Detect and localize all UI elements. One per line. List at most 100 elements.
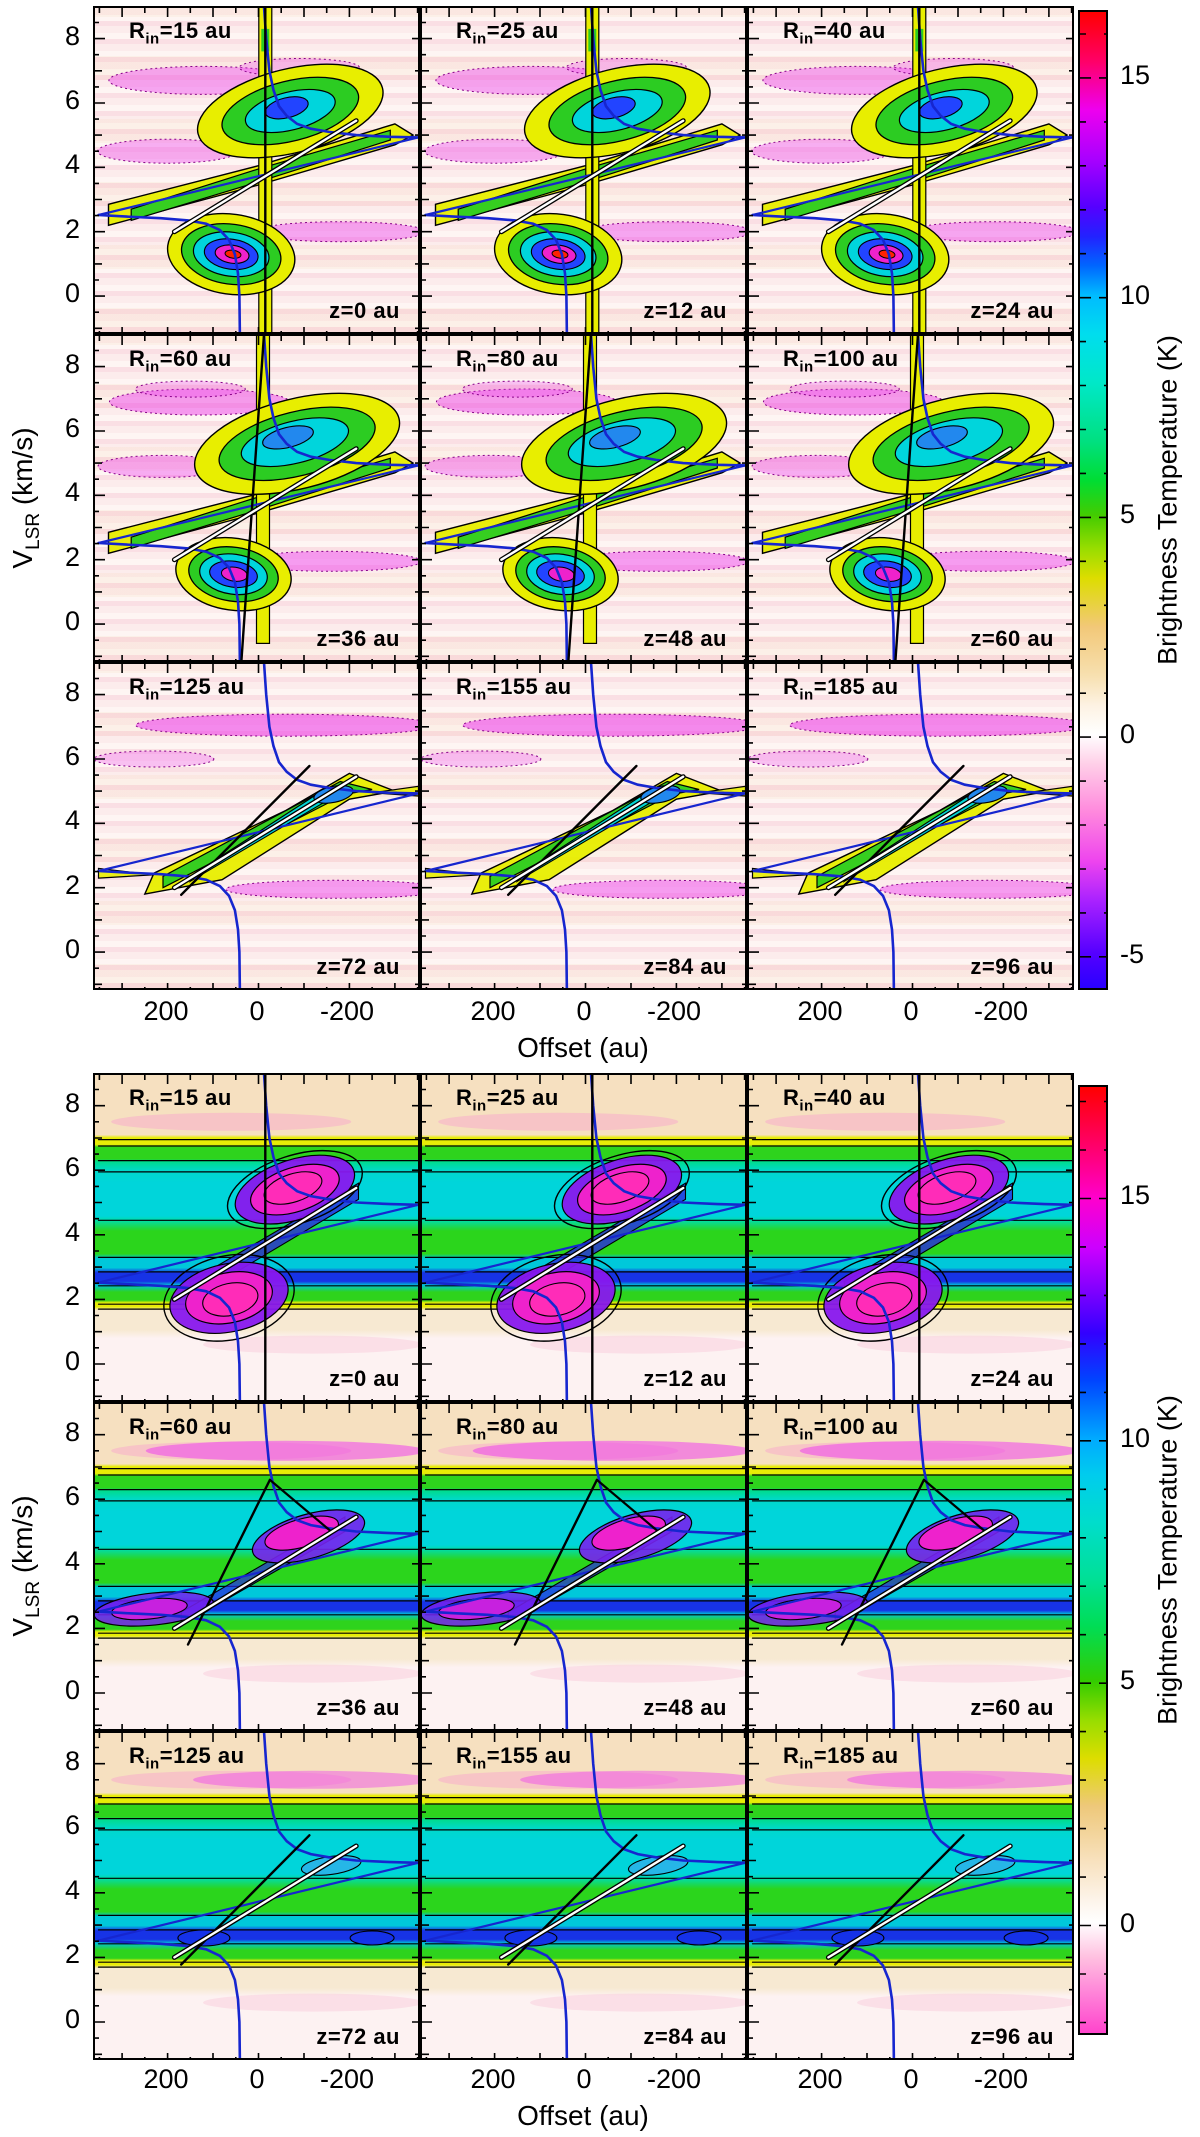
pink-streak (145, 1440, 418, 1461)
y-tick-label: 2 (64, 1939, 80, 1969)
ridge-fit-line (500, 119, 685, 233)
keplerian-curve (589, 664, 745, 795)
keplerian-curve (262, 1075, 418, 1207)
x-tick-label: 0 (903, 2064, 919, 2094)
pink-streak (472, 1440, 745, 1461)
reference-line (506, 1834, 638, 1966)
y-tick-label: 0 (64, 934, 80, 964)
pv-panel-plot (95, 664, 418, 988)
x-tick-label: -200 (646, 996, 702, 1026)
pv-panel-rin25-z12: Rin=25 au z=12 au (420, 1073, 747, 1402)
envelope-diagonal (751, 464, 1072, 545)
rin-label: Rin=125 au (129, 674, 245, 704)
tick-marks (95, 336, 418, 660)
ridge-fit-line (827, 1515, 1012, 1630)
ridge-fit-line (173, 447, 358, 561)
y-tick-label: 0 (64, 1346, 80, 1376)
envelope-diagonal (97, 136, 418, 217)
pv-panel-rin80-z48: Rin=80 au z=48 au (420, 1402, 747, 1731)
ridge-fit-line (827, 447, 1012, 561)
ridge-fit-line (827, 119, 1012, 233)
pv-panel-plot (95, 1404, 418, 1729)
negative-contour-patch (95, 750, 215, 768)
negative-contour-patch (908, 221, 1072, 243)
negative-contour-patch (461, 380, 573, 398)
rin-label: Rin=15 au (129, 18, 232, 48)
pv-panel-plot (95, 1075, 418, 1400)
pink-streak (203, 1335, 418, 1354)
keplerian-curve (262, 1404, 418, 1536)
z-label: z=48 au (643, 626, 727, 651)
ridge-fit-line (173, 1515, 358, 1630)
emission-contour (529, 1282, 586, 1317)
y-tick-label: 0 (64, 606, 80, 636)
y-tick-label: 0 (64, 1675, 80, 1705)
rin-label: Rin=80 au (456, 346, 559, 376)
rin-label: Rin=25 au (456, 18, 559, 48)
pink-streak (438, 1112, 679, 1131)
rin-label: Rin=60 au (129, 1414, 232, 1444)
colorbar-title-bottom: Brightness Temperature (K) (1152, 1395, 1183, 1725)
keplerian-curve (751, 1939, 896, 2058)
negative-contour-patch (134, 380, 246, 398)
tick-marks (749, 1404, 1072, 1729)
pink-streak (193, 1770, 418, 1789)
y-tick-label: 2 (64, 1610, 80, 1640)
envelope-diagonal (751, 136, 1072, 217)
envelope-diagonal (424, 1203, 745, 1284)
pv-panel-rin155-z84: Rin=155 au z=84 au (420, 1731, 747, 2060)
x-tick-label: 200 (797, 996, 843, 1026)
pink-streak (203, 1664, 418, 1683)
x-tick-label: -200 (319, 996, 375, 1026)
y-tick-label: 2 (64, 214, 80, 244)
colorbar-tick-label: 0 (1120, 719, 1136, 749)
y-tick-label: 6 (64, 1810, 80, 1840)
y-tick-label: 0 (64, 2004, 80, 2034)
tick-marks (749, 1075, 1072, 1400)
pv-panel-rin40-z24: Rin=40 au z=24 au (747, 6, 1074, 334)
pv-panel-plot (749, 1075, 1072, 1400)
pv-panel-rin125-z72: Rin=125 au z=72 au (93, 662, 420, 990)
negative-contour-patch (749, 750, 869, 768)
keplerian-curve (424, 1939, 569, 2058)
colorbar-tick-label: 5 (1120, 1665, 1136, 1695)
z-label: z=84 au (643, 2024, 727, 2049)
pink-streak (857, 1993, 1072, 2012)
x-tick-label: -200 (646, 2064, 702, 2094)
tick-marks (95, 1733, 418, 2058)
pv-panel-plot (422, 664, 745, 988)
pink-streak (203, 1993, 418, 2012)
negative-contour-patch (552, 879, 745, 899)
envelope-diagonal (424, 136, 745, 217)
x-tick-label: 0 (903, 996, 919, 1026)
rin-label: Rin=60 au (129, 346, 232, 376)
ridge-fit-line (827, 1844, 1012, 1959)
keplerian-curve (97, 541, 242, 660)
colorbar-ticks (1080, 1100, 1106, 2024)
z-label: z=72 au (316, 954, 400, 979)
keplerian-curve (751, 541, 896, 660)
pv-panel-rin155-z84: Rin=155 au z=84 au (420, 662, 747, 990)
y-tick-label: 8 (64, 1746, 80, 1776)
pv-panel-rin40-z24: Rin=40 au z=24 au (747, 1073, 1074, 1402)
rin-label: Rin=40 au (783, 18, 886, 48)
colorbar-tick-label: 10 (1120, 280, 1151, 310)
keplerian-curve (751, 869, 896, 988)
envelope-diagonal (751, 792, 1072, 873)
pink-streak (438, 1770, 679, 1789)
tick-marks (95, 1404, 418, 1729)
negative-contour-patch (788, 380, 900, 398)
tick-marks (749, 664, 1072, 988)
negative-contour-patch (135, 713, 418, 737)
pv-panel-plot (422, 8, 745, 332)
envelope-diagonal (97, 464, 418, 545)
x-tick-label: 200 (143, 996, 189, 1026)
pv-panel-rin100-z60: Rin=100 au z=60 au (747, 1402, 1074, 1731)
pv-panel-rin15-z0: Rin=15 au z=0 au (93, 1073, 420, 1402)
colorbar (1078, 1085, 1108, 2035)
pv-panel-rin185-z96: Rin=185 au z=96 au (747, 1731, 1074, 2060)
negative-contour-patch (879, 879, 1072, 899)
y-tick-label: 4 (64, 805, 80, 835)
colorbar-tick-label: 5 (1120, 499, 1136, 529)
